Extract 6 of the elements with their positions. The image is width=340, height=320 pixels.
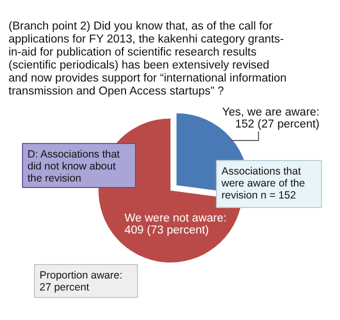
slice-label: Yes, we are aware: 152 (27 percent) [222,106,320,130]
text: D: Associations that did not know about the revision [28,148,120,184]
text: Associations that were aware of the revision n = 152 [220,166,306,202]
chart-title: (Branch point 2) Did you know that, as of the call for applications for FY 2013, the kakenhi category grants-in-aid for publication of scientific research results (scientific periodicals) has been extensively revised and now provides support for “international information transmission and Open Access startups” ? [8,20,287,98]
text: Proportion aware: 27 percent [40,270,122,294]
slice-label: We were not aware: 409 (73 percent) [124,212,227,236]
